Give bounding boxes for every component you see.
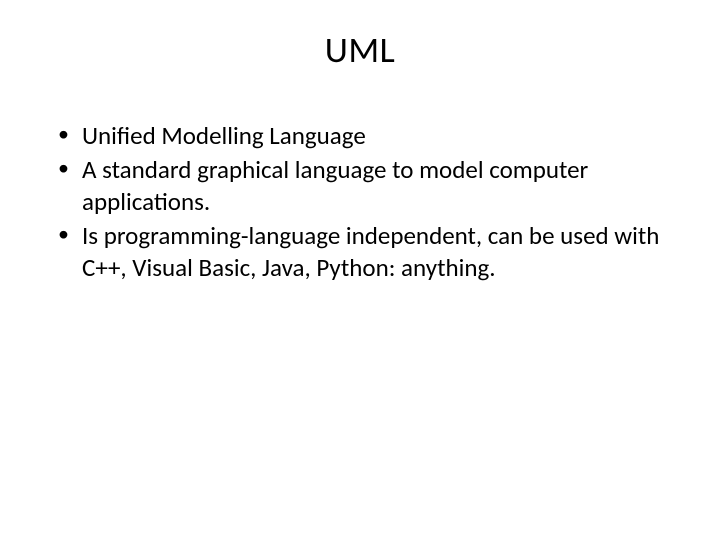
slide-container: UML Unified Modelling Language A standar… — [0, 0, 720, 540]
list-item: Unified Modelling Language — [56, 120, 670, 152]
list-item: A standard graphical language to model c… — [56, 154, 670, 218]
slide-content: Unified Modelling Language A standard gr… — [50, 120, 670, 284]
list-item: Is programming-language independent, can… — [56, 220, 670, 284]
slide-title: UML — [50, 28, 670, 72]
bullet-list: Unified Modelling Language A standard gr… — [56, 120, 670, 284]
